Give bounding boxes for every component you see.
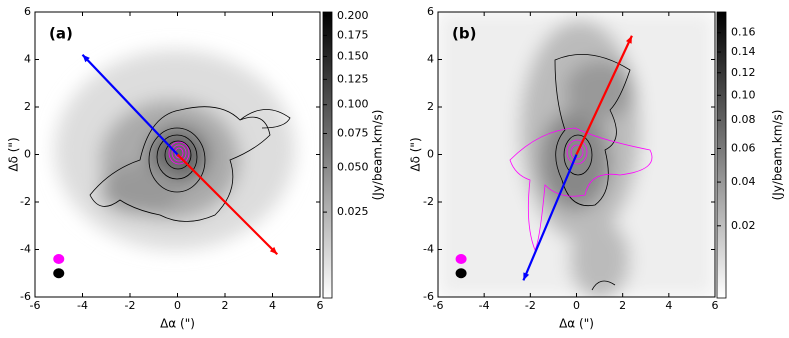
y-tick-label: 0	[24, 148, 31, 161]
arrow-head	[523, 272, 530, 281]
emission-map	[55, 50, 295, 250]
colorbar-tick-label: 0.125	[337, 72, 369, 85]
colorbar-tick-label: 0.12	[731, 66, 756, 79]
x-axis-label: Δα (")	[160, 317, 195, 331]
colorbar-tick-label: 0.075	[337, 126, 369, 139]
x-tick-label: -4	[77, 299, 88, 312]
beam	[53, 268, 65, 279]
beam	[455, 268, 467, 279]
colorbar-tick-label: 0.16	[731, 26, 756, 39]
panel-label: (b)	[452, 25, 476, 43]
arrow-head	[269, 246, 278, 255]
y-tick-label: -6	[423, 290, 434, 303]
beam	[455, 254, 467, 264]
colorbar-tick-label: 0.10	[731, 88, 756, 101]
colorbar-label: (Jy/beam.km/s)	[771, 110, 785, 201]
outflow-arrow	[575, 35, 633, 155]
y-tick-label: 2	[24, 100, 31, 113]
x-tick-label: 2	[619, 299, 626, 312]
colorbar-tick-label: 0.06	[731, 142, 756, 155]
x-tick-label: -2	[125, 299, 136, 312]
colorbar-tick-label: 0.08	[731, 113, 756, 126]
outflow-arrow	[176, 153, 279, 256]
y-tick-label: -2	[20, 195, 31, 208]
colorbar-tick-label: 0.150	[337, 49, 369, 62]
x-tick-label: 2	[222, 299, 229, 312]
y-tick-label: -4	[20, 243, 31, 256]
y-axis-label: Δδ (")	[7, 137, 21, 171]
x-tick-label: -4	[479, 299, 490, 312]
outflow-arrow	[522, 154, 578, 281]
colorbar-tick-label: 0.200	[337, 9, 369, 22]
x-tick-label: 6	[317, 299, 324, 312]
colorbar-tick-label: 0.14	[731, 45, 756, 58]
arrow-head	[625, 35, 632, 44]
y-tick-label: -4	[423, 243, 434, 256]
colorbar	[716, 11, 727, 299]
arrow-head	[82, 54, 90, 63]
y-tick-label: 6	[427, 5, 434, 18]
y-tick-label: -2	[423, 195, 434, 208]
y-axis-label: Δδ (")	[409, 137, 423, 171]
colorbar-label: (Jy/beam.km/s)	[371, 110, 385, 201]
x-tick-label: -6	[30, 299, 41, 312]
panel-label: (a)	[49, 25, 73, 43]
x-axis-label: Δα (")	[559, 317, 594, 331]
y-tick-label: 0	[427, 148, 434, 161]
x-tick-label: 0	[573, 299, 580, 312]
colorbar-tick-label: 0.02	[731, 219, 756, 232]
outflow-arrow	[81, 53, 179, 156]
x-tick-label: 4	[665, 299, 672, 312]
colorbar	[322, 11, 333, 299]
y-tick-label: 6	[24, 5, 31, 18]
y-tick-label: 4	[24, 53, 31, 66]
x-tick-label: -2	[525, 299, 536, 312]
y-tick-label: -6	[20, 290, 31, 303]
x-tick-label: -6	[433, 299, 444, 312]
y-tick-label: 4	[427, 53, 434, 66]
colorbar-tick-label: 0.025	[337, 205, 369, 218]
beam	[53, 254, 65, 264]
colorbar-tick-label: 0.100	[337, 98, 369, 111]
x-tick-label: 6	[712, 299, 719, 312]
x-tick-label: 4	[269, 299, 276, 312]
x-tick-label: 0	[174, 299, 181, 312]
colorbar-tick-label: 0.175	[337, 28, 369, 41]
colorbar-tick-label: 0.050	[337, 161, 369, 174]
y-tick-label: 2	[427, 100, 434, 113]
colorbar-tick-label: 0.04	[731, 175, 756, 188]
